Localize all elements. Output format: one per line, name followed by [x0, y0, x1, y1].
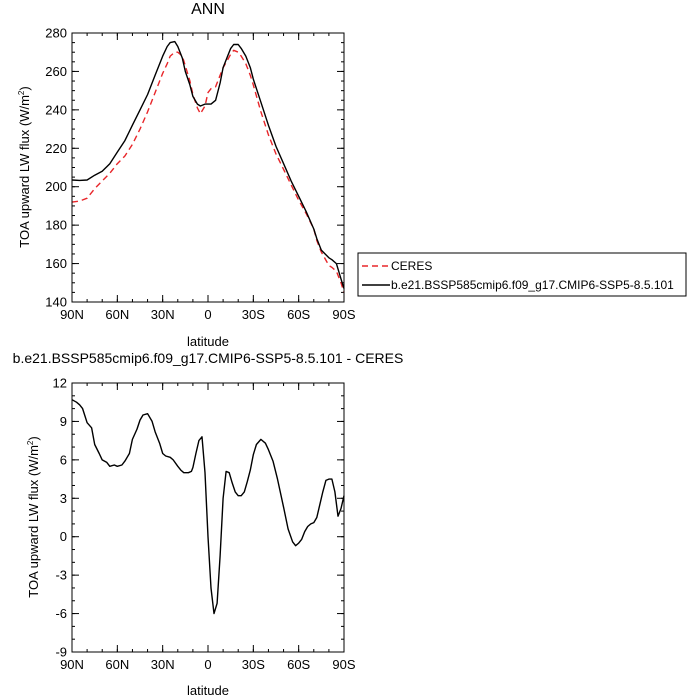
top-plot-area: 140 160 180 200 220 240 260 280 90N 60N 30N 0 30S 60S… — [45, 26, 356, 323]
x-tick-label: 90S — [332, 307, 355, 322]
x-tick-label: 60S — [287, 657, 310, 672]
top-panel: ANN 140 160 180 200 220 240 260 280 90N 60N 30N 0 30… — [17, 1, 687, 349]
x-tick-label: 60N — [105, 657, 129, 672]
y-tick-label: -6 — [55, 606, 67, 621]
y-tick-label: 9 — [60, 414, 67, 429]
top-chart-title: ANN — [191, 1, 225, 18]
legend-label-ceres: CERES — [391, 259, 432, 273]
x-tick-label: 60N — [105, 307, 129, 322]
y-tick-label: 280 — [45, 26, 67, 41]
plot-frame — [71, 382, 345, 653]
y-tick-label: 260 — [45, 64, 67, 79]
top-y-axis-label: TOA upward LW flux (W/m2) — [17, 86, 32, 247]
difference-series-line — [71, 399, 345, 615]
y-tick-label: 140 — [45, 295, 67, 310]
top-x-axis-label: latitude — [187, 334, 229, 349]
plot-frame — [71, 32, 345, 303]
top-y-axis-label-sup: 2 — [17, 90, 26, 95]
y-tick-label: 180 — [45, 218, 67, 233]
legend-label-model: b.e21.BSSP585cmip6.f09_g17.CMIP6-SSP5-8.… — [391, 278, 674, 292]
y-tick-label: 200 — [45, 179, 67, 194]
bottom-x-axis-label: latitude — [187, 683, 229, 698]
x-tick-label: 90S — [332, 657, 355, 672]
x-tick-label: 30N — [151, 657, 175, 672]
y-tick-label: 160 — [45, 256, 67, 271]
y-tick-label: -3 — [55, 568, 67, 583]
y-tick-label: 12 — [53, 376, 67, 391]
x-tick-label: 30S — [242, 307, 265, 322]
y-tick-label: 240 — [45, 102, 67, 117]
x-tick-label: 30S — [242, 657, 265, 672]
bottom-y-axis-label-tail: ) — [26, 436, 41, 440]
x-tick-label: 30N — [151, 307, 175, 322]
y-tick-label: 3 — [60, 491, 67, 506]
bottom-y-axis-label: TOA upward LW flux (W/m2) — [26, 436, 41, 597]
x-tick-label: 90N — [60, 657, 84, 672]
ceres-series-line — [71, 49, 345, 293]
legend: CERES b.e21.BSSP585cmip6.f09_g17.CMIP6-S… — [357, 252, 687, 297]
x-tick-label: 60S — [287, 307, 310, 322]
y-tick-label: 0 — [60, 529, 67, 544]
bottom-y-axis-label-main: TOA upward LW flux (W/m — [26, 445, 41, 598]
bottom-panel: b.e21.BSSP585cmip6.f09_g17.CMIP6-SSP5-8.… — [13, 350, 404, 698]
bottom-plot-area: -9 -6 -3 0 3 6 9 12 90N 60N 30N 0 30S 60S 90S — [53, 376, 356, 673]
x-tick-label: 90N — [60, 307, 84, 322]
legend-box — [357, 252, 687, 297]
y-tick-label: 220 — [45, 141, 67, 156]
bottom-y-axis-label-sup: 2 — [26, 440, 35, 445]
b-e21-bssp585cmip6-f09-g17-cmip6-ssp5-8-5-101-series-line — [71, 40, 345, 289]
top-y-axis-label-main: TOA upward LW flux (W/m — [17, 95, 32, 248]
x-tick-label: 0 — [204, 657, 211, 672]
top-y-axis-label-tail: ) — [17, 86, 32, 90]
y-tick-label: 6 — [60, 452, 67, 467]
y-tick-label: -9 — [55, 645, 67, 660]
x-tick-label: 0 — [204, 307, 211, 322]
bottom-chart-title: b.e21.BSSP585cmip6.f09_g17.CMIP6-SSP5-8.… — [13, 350, 404, 366]
